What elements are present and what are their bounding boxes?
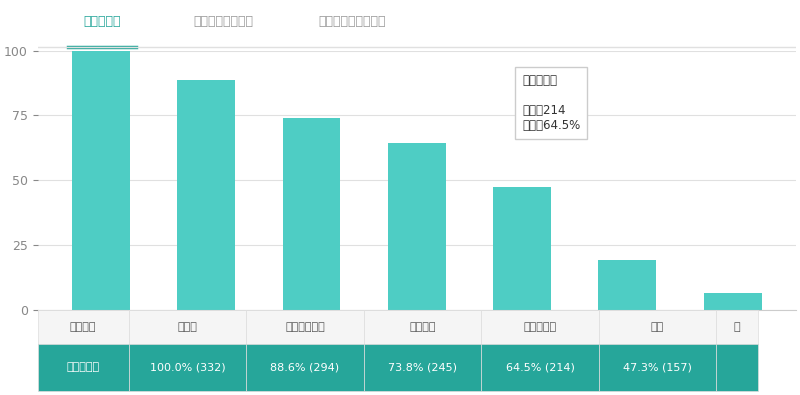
Text: リード: リード xyxy=(178,322,198,332)
Text: ク: ク xyxy=(734,322,740,332)
Bar xyxy=(129,344,246,391)
Text: トライアル

件数：214
維持：64.5%: トライアル 件数：214 維持：64.5% xyxy=(522,74,580,132)
Text: 案件維持率: 案件維持率 xyxy=(66,362,100,372)
Bar xyxy=(716,344,758,391)
Bar xyxy=(482,344,598,391)
Bar xyxy=(388,143,446,310)
Text: 88.6% (294): 88.6% (294) xyxy=(270,362,339,372)
Bar xyxy=(72,51,130,310)
Bar xyxy=(598,310,716,344)
Text: 64.5% (214): 64.5% (214) xyxy=(506,362,574,372)
Bar xyxy=(129,310,246,344)
Bar xyxy=(598,260,656,310)
Text: 最終フェーズ到達率: 最終フェーズ到達率 xyxy=(318,15,386,28)
Bar xyxy=(704,293,762,310)
Text: 有効コネクト: 有効コネクト xyxy=(285,322,325,332)
Text: 次フェーズ進歩率: 次フェーズ進歩率 xyxy=(194,15,254,28)
Bar xyxy=(282,118,341,310)
Bar xyxy=(246,310,364,344)
Bar xyxy=(364,310,482,344)
Text: 案件維持率: 案件維持率 xyxy=(83,15,121,28)
Text: 73.8% (245): 73.8% (245) xyxy=(388,362,457,372)
Text: 初回面談: 初回面談 xyxy=(410,322,436,332)
Bar xyxy=(364,344,482,391)
Text: トライアル: トライアル xyxy=(523,322,557,332)
Bar xyxy=(493,187,551,310)
Bar xyxy=(598,344,716,391)
Text: 47.3% (157): 47.3% (157) xyxy=(623,362,692,372)
Bar xyxy=(38,310,129,344)
Bar xyxy=(482,310,598,344)
Bar xyxy=(178,80,235,310)
Bar xyxy=(246,344,364,391)
Bar xyxy=(38,344,129,391)
Bar xyxy=(716,310,758,344)
Text: フェーズ: フェーズ xyxy=(70,322,97,332)
Text: 100.0% (332): 100.0% (332) xyxy=(150,362,226,372)
Text: 見積: 見積 xyxy=(651,322,664,332)
